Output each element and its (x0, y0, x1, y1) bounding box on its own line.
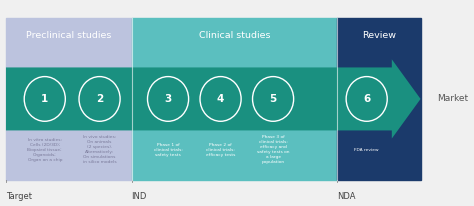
Text: Phase 3 of
clinical trials:
efficacy and
safety tests on
a large
population: Phase 3 of clinical trials: efficacy and… (257, 136, 289, 164)
Text: 2: 2 (96, 94, 103, 104)
Text: 6: 6 (363, 94, 370, 104)
Text: In vivo studies:
On animals
(2 species).
Alternatively:
On simulations
in silico: In vivo studies: On animals (2 species).… (83, 136, 117, 164)
Ellipse shape (79, 77, 120, 121)
Text: 4: 4 (217, 94, 224, 104)
Bar (131, 18, 337, 180)
Ellipse shape (346, 77, 387, 121)
Text: Preclinical studies: Preclinical studies (26, 32, 111, 40)
Text: 3: 3 (164, 94, 172, 104)
Text: Phase 1 of
clinical trials:
safety tests: Phase 1 of clinical trials: safety tests (154, 143, 182, 157)
Text: Phase 2 of
clinical trials:
efficacy tests: Phase 2 of clinical trials: efficacy tes… (206, 143, 235, 157)
Ellipse shape (147, 77, 189, 121)
Text: Clinical studies: Clinical studies (199, 32, 270, 40)
Bar (337, 18, 420, 180)
Ellipse shape (200, 77, 241, 121)
Text: In vitro studies:
Cells (2D/3D);
Biopsied tissue;
Organoids;
Organ on a chip: In vitro studies: Cells (2D/3D); Biopsie… (27, 138, 62, 162)
Text: 5: 5 (269, 94, 277, 104)
Text: FDA review: FDA review (355, 148, 379, 152)
Text: Market: Market (438, 94, 469, 103)
Ellipse shape (253, 77, 293, 121)
Text: Review: Review (362, 32, 396, 40)
Text: 1: 1 (41, 94, 48, 104)
Text: IND: IND (131, 192, 147, 201)
Ellipse shape (24, 77, 65, 121)
Polygon shape (6, 59, 420, 139)
Text: Target: Target (6, 192, 32, 201)
Text: NDA: NDA (337, 192, 356, 201)
Bar (6, 18, 131, 180)
